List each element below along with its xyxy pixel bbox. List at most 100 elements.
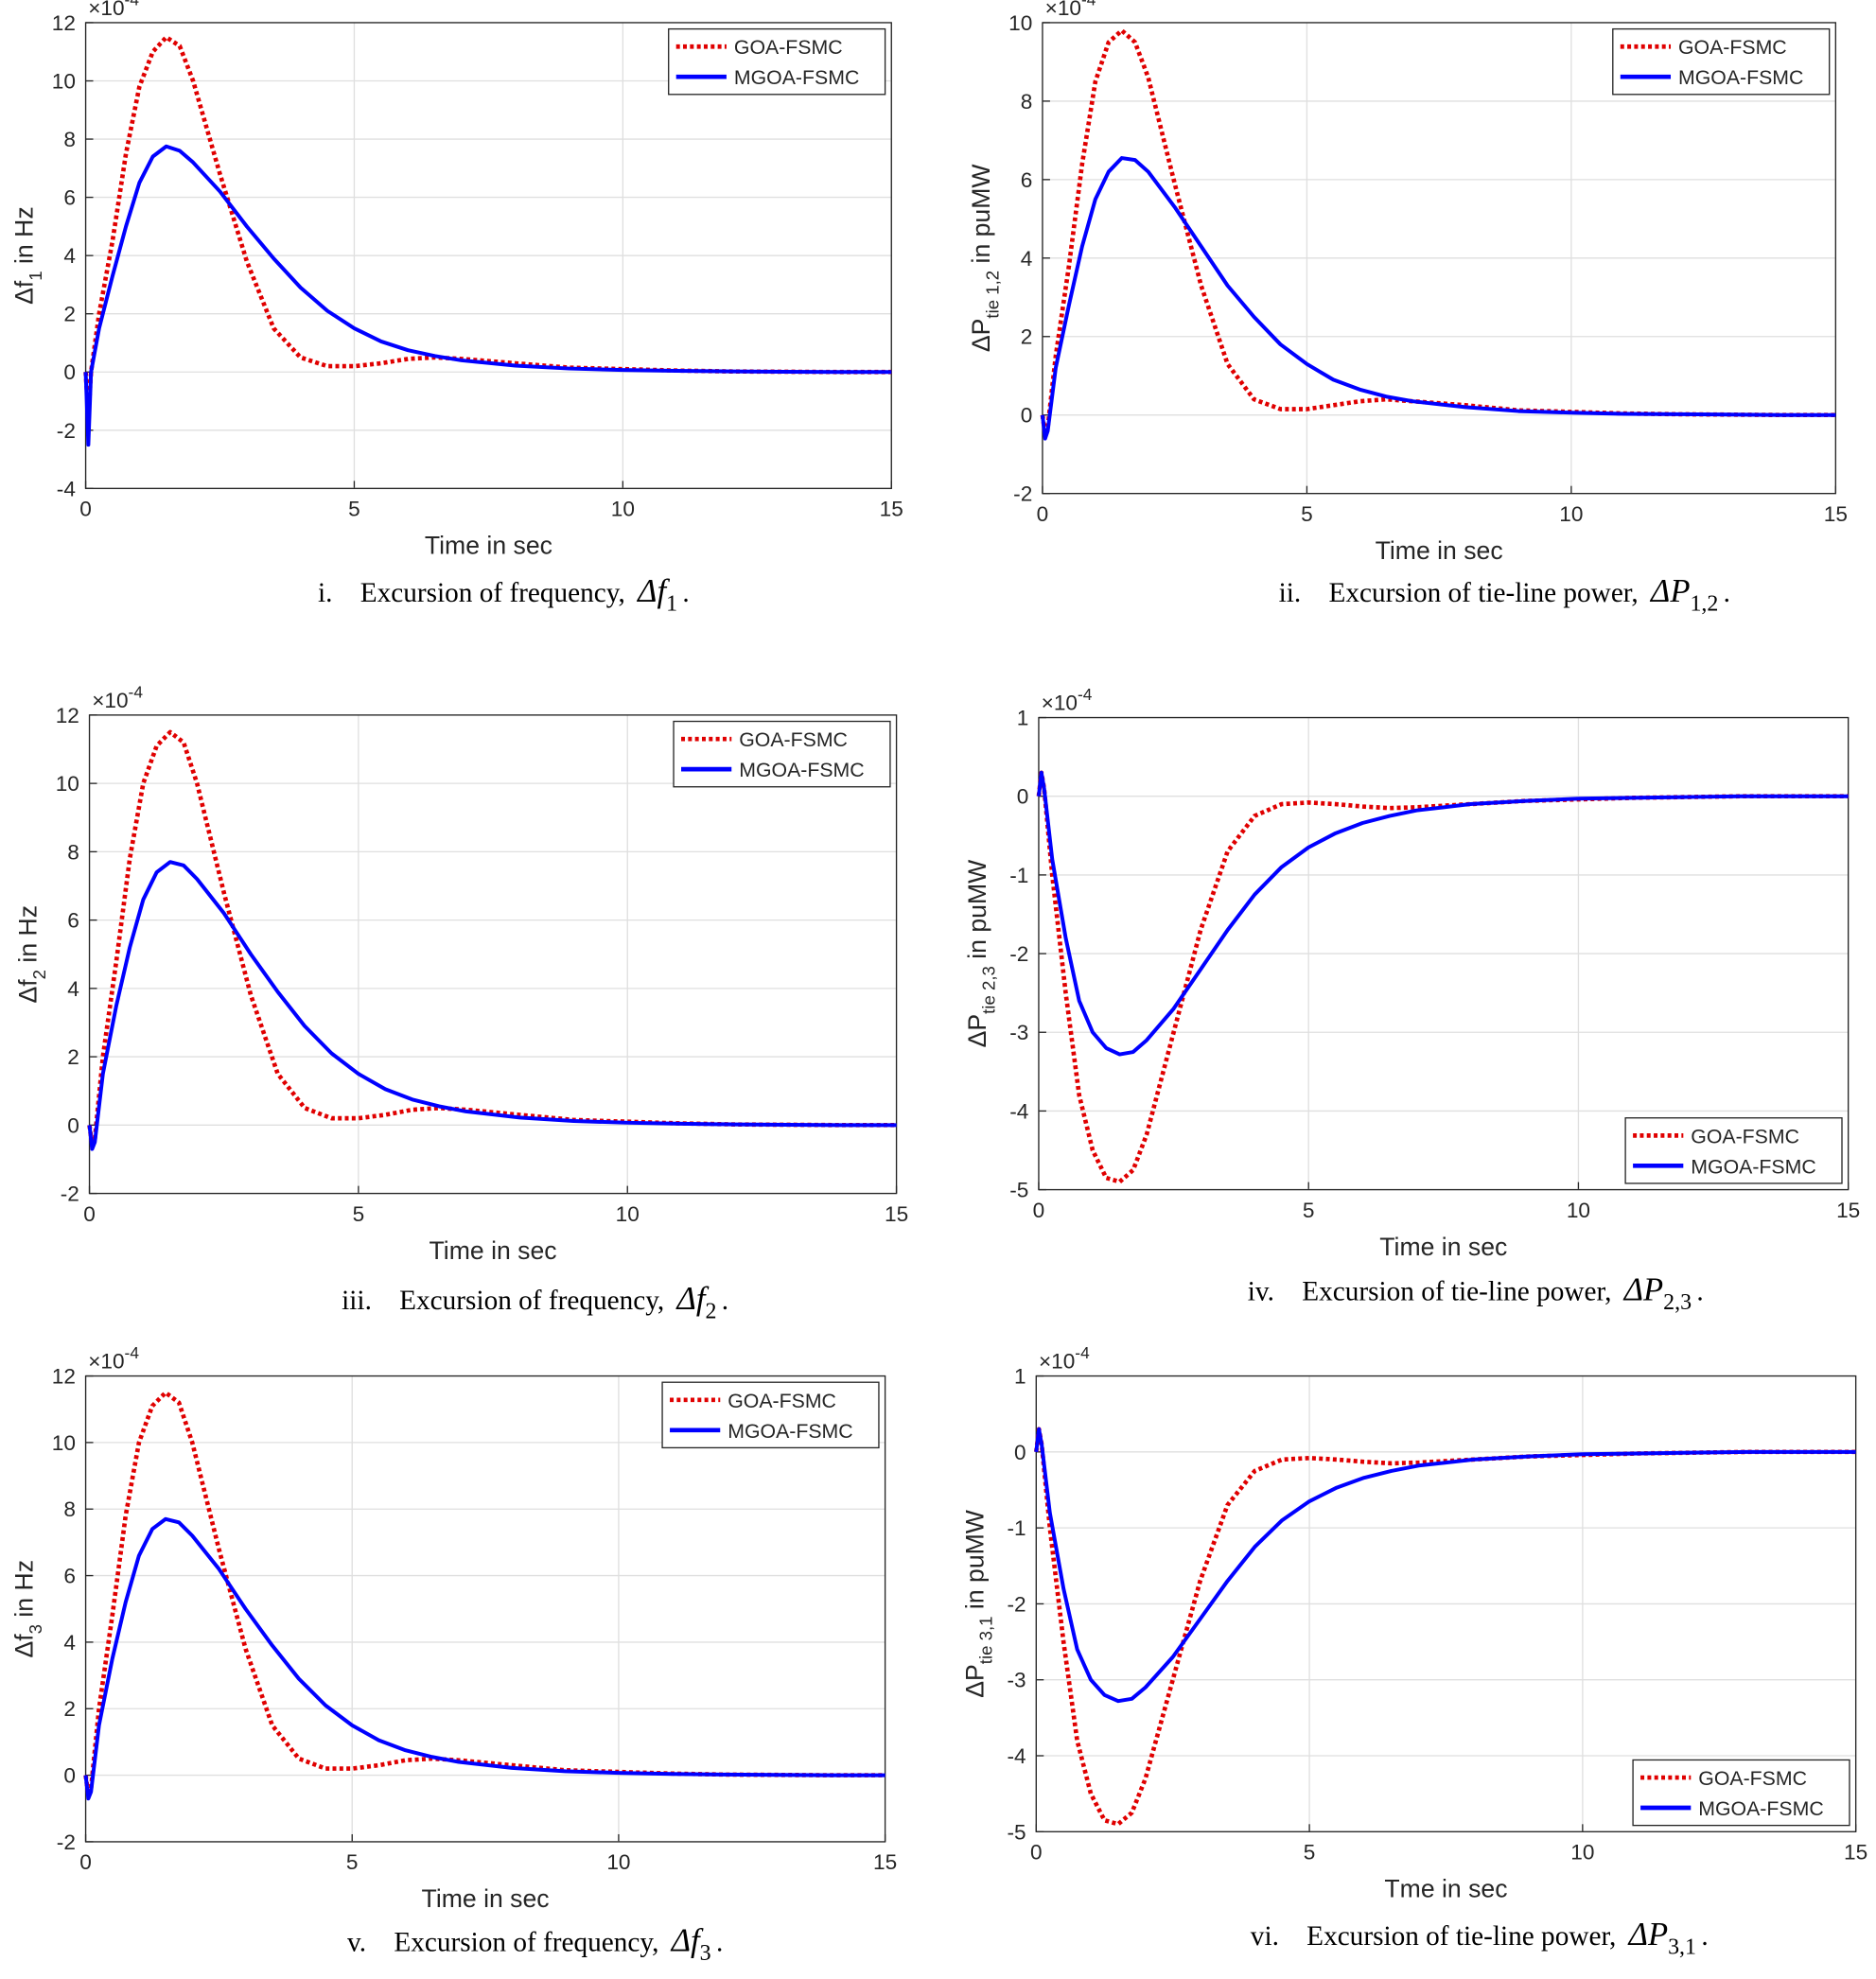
y-tick-label: 6 [63,1565,76,1588]
multiplier-exponent: -4 [1081,0,1096,9]
y-multiplier: ×10-4 [1045,0,1096,20]
plot-frame [84,1375,886,1843]
y-multiplier: ×10-4 [1039,1343,1090,1374]
y-tick-label: -4 [1009,1099,1028,1123]
x-tick-label: 15 [1824,502,1848,526]
y-tick-label: 1 [1017,707,1029,730]
y-axis-label: Δf2 in Hz [14,905,49,1004]
multiplier-exponent: -4 [1075,1343,1090,1362]
y-tick-label: 0 [1017,785,1029,809]
legend: GOA-FSMC MGOA-FSMC [1612,27,1831,96]
y-tick-label: -3 [1009,1021,1028,1044]
caption: v. Excursion of frequency, Δf3. [347,1923,723,1966]
series-line [1036,770,1849,1184]
caption-number: iv. [1248,1277,1274,1307]
y-label-rest: in Hz [10,206,39,271]
y-label-rest: in puMW [963,859,991,966]
plot-frame [1035,1375,1857,1832]
y-label-rest: in puMW [967,164,995,271]
plot-frame [84,22,892,490]
caption: iii. Excursion of frequency, Δf2. [342,1281,728,1323]
y-label-sub: tie 3,1 [976,1616,996,1664]
y-axis-label: Δf3 in Hz [10,1560,45,1658]
x-tick-label: 0 [79,498,92,521]
legend-box [661,1381,880,1449]
caption-symbol: ΔP [1622,1272,1663,1308]
x-tick-label: 10 [1570,1841,1594,1865]
x-axis-label: Tme in sec [1384,1874,1507,1902]
x-axis-label: Time in sec [430,1236,557,1265]
legend-box [668,27,886,96]
series-line [83,1516,885,1801]
series-line [1040,156,1836,441]
x-tick-label: 15 [1836,1199,1860,1222]
y-tick-label: 0 [63,1764,76,1788]
y-label-rest: in puMW [960,1509,989,1616]
series-line [83,144,892,447]
multiplier-exponent: -4 [129,682,144,701]
caption-number: ii. [1279,578,1302,608]
y-tick-label: -5 [1008,1820,1026,1844]
y-tick-label: -2 [57,419,76,443]
caption-end: . [722,1286,728,1316]
legend-label: GOA-FSMC [1678,36,1787,59]
x-tick-label: 15 [880,498,903,521]
legend-label: GOA-FSMC [1691,1125,1799,1147]
y-tick-label: 10 [52,1431,76,1455]
y-tick-label: 2 [1021,325,1033,349]
x-tick-label: 10 [616,1202,640,1226]
x-tick-label: 10 [1559,502,1583,526]
y-tick-label: 0 [63,360,76,384]
y-tick-label: 10 [56,772,79,796]
legend-label: GOA-FSMC [734,36,843,59]
multiplier-base: ×10 [88,0,124,20]
y-tick-label: 6 [63,186,76,210]
y-tick-label: -5 [1009,1179,1028,1202]
multiplier-base: ×10 [92,689,128,712]
y-label-main: ΔP [963,1014,991,1048]
x-axis-label: Time in sec [1376,536,1503,565]
y-axis-label: Δf1 in Hz [10,206,45,305]
x-tick-label: 0 [83,1202,96,1226]
x-tick-label: 5 [1301,502,1313,526]
legend: GOA-FSMC MGOA-FSMC [668,27,886,96]
y-tick-label: 8 [67,840,79,864]
caption-sub: 3,1 [1668,1935,1696,1959]
caption-text: Excursion of tie-line power, [1329,578,1639,608]
y-tick-label: 10 [1008,11,1032,35]
legend: GOA-FSMC MGOA-FSMC [673,720,891,788]
y-tick-label: -2 [1008,1592,1026,1616]
caption-number: v. [347,1928,366,1958]
y-tick-label: 6 [1021,168,1033,192]
series-line [1034,1427,1856,1704]
caption-sub: 3 [700,1941,711,1966]
y-label-main: Δf [10,1634,39,1658]
x-axis-label: Time in sec [425,532,552,560]
y-multiplier: ×10-4 [88,1343,139,1374]
y-tick-label: -2 [61,1182,79,1206]
y-multiplier: ×10-4 [1042,685,1093,715]
caption-sub: 2,3 [1663,1290,1692,1315]
y-tick-label: -2 [1013,482,1032,506]
legend-box [1632,1759,1850,1827]
x-axis-label: Time in sec [1379,1233,1507,1261]
caption-number: vi. [1251,1921,1279,1952]
x-tick-label: 5 [348,498,360,521]
x-tick-label: 15 [1844,1841,1867,1865]
caption-text: Excursion of tie-line power, [1306,1921,1616,1952]
x-tick-label: 10 [1567,1199,1590,1222]
y-label-sub: 2 [29,970,49,979]
multiplier-exponent: -4 [125,1343,140,1362]
y-tick-label: 8 [1021,90,1033,114]
caption-end: . [1724,578,1730,608]
y-multiplier: ×10-4 [88,0,139,20]
legend: GOA-FSMC MGOA-FSMC [1624,1117,1843,1184]
y-tick-label: 2 [63,303,76,326]
plot-frame [1038,716,1850,1191]
y-axis-label: ΔPtie 3,1 in puMW [960,1509,995,1698]
caption-symbol: Δf [636,573,670,609]
y-tick-label: 4 [63,1631,76,1655]
y-tick-label: 0 [1014,1441,1026,1464]
